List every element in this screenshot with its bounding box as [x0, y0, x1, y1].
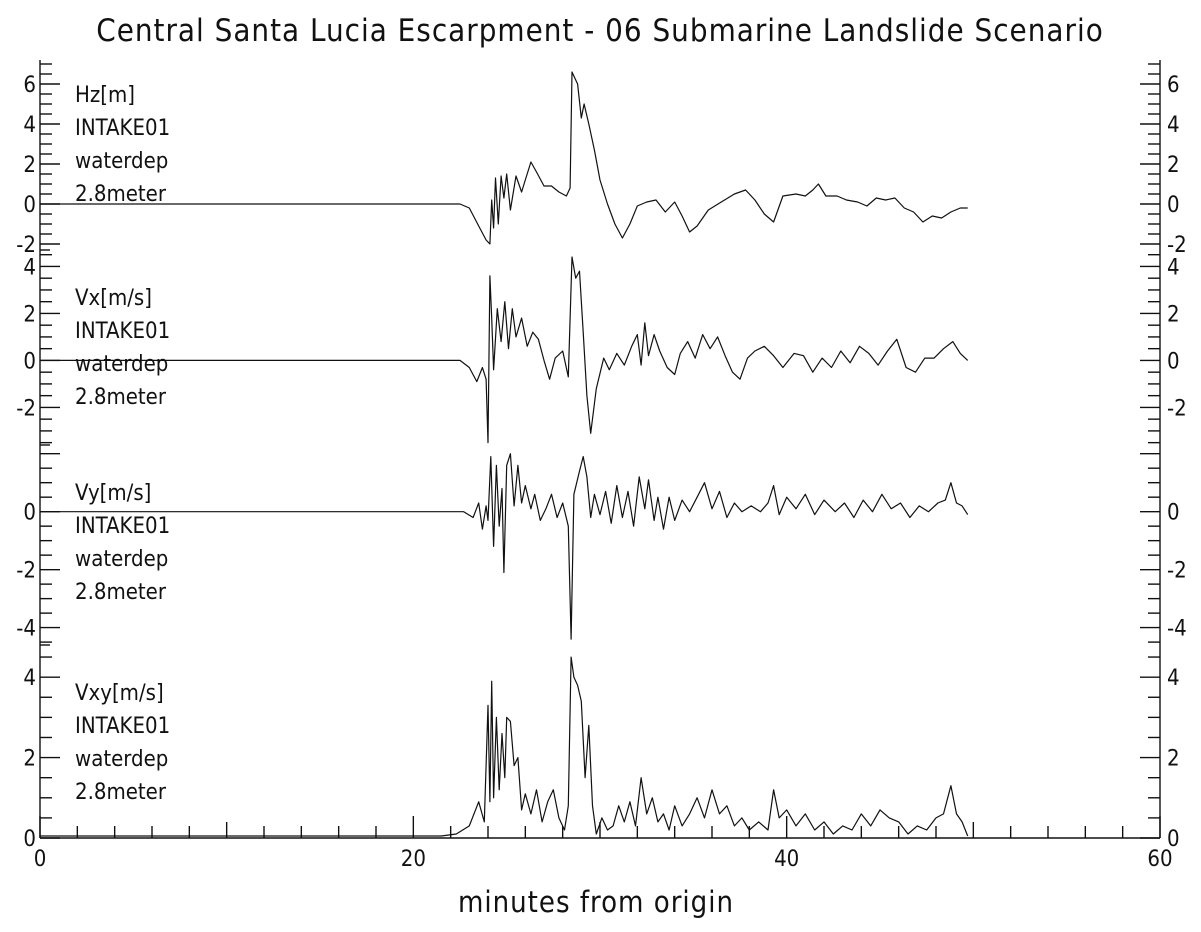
panel-label-line: waterdep: [75, 149, 168, 174]
plot-area: 0 20 40 60-2 -20 02 24 46 6Hz[m]INTAKE01waterdep…: [16, 60, 1187, 872]
y-tick-label: -4: [16, 617, 36, 642]
panel-label-line: Vx[m/s]: [75, 286, 152, 311]
y-tick-label-right: 0: [1167, 501, 1180, 526]
panel-label-line: 2.8meter: [75, 780, 167, 805]
y-tick-label-right: -2: [1167, 233, 1187, 258]
y-tick-label-right: 2: [1167, 302, 1180, 327]
series-trace-1: [40, 71, 968, 245]
y-tick-label: 4: [23, 255, 36, 280]
x-tick-label: 60: [1147, 847, 1172, 872]
panel-label-line: Vy[m/s]: [75, 481, 151, 506]
panel-label-line: Hz[m]: [75, 83, 135, 108]
y-tick-label: 6: [23, 73, 36, 98]
panel-label-line: waterdep: [75, 547, 168, 572]
x-tick-label: 0: [34, 847, 47, 872]
series-trace-4: [40, 656, 969, 837]
y-tick-label: 2: [23, 747, 36, 772]
y-tick-label-right: 0: [1167, 349, 1180, 374]
y-tick-label: 2: [23, 302, 36, 327]
y-tick-label: 0: [23, 349, 36, 374]
series-trace-2: [40, 256, 969, 444]
x-tick-label: 20: [401, 847, 426, 872]
y-tick-label-right: 2: [1167, 747, 1180, 772]
panel-label-line: 2.8meter: [75, 182, 167, 207]
y-tick-label: 0: [23, 827, 36, 852]
panel-label-line: waterdep: [75, 352, 168, 377]
y-tick-label-right: 4: [1167, 113, 1180, 138]
y-tick-label: -2: [16, 559, 36, 584]
y-tick-label-right: -2: [1167, 559, 1187, 584]
panel-label-line: waterdep: [75, 747, 168, 772]
panel-label-line: INTAKE01: [75, 319, 170, 344]
y-tick-label: 0: [23, 501, 36, 526]
y-tick-label-right: 0: [1167, 193, 1180, 218]
chart-title: Central Santa Lucia Escarpment - 06 Subm…: [96, 13, 1104, 49]
y-tick-label: -2: [16, 233, 36, 258]
x-axis-title: minutes from origin: [458, 885, 734, 919]
panel-label-line: INTAKE01: [75, 514, 170, 539]
y-tick-label: 2: [23, 153, 36, 178]
y-tick-label: 0: [23, 193, 36, 218]
y-tick-label-right: 6: [1167, 73, 1180, 98]
y-tick-label-right: -4: [1167, 617, 1187, 642]
y-tick-label-right: 0: [1167, 827, 1180, 852]
series-trace-3: [40, 453, 969, 640]
panel-label-line: Vxy[m/s]: [75, 681, 164, 706]
y-tick-label-right: 4: [1167, 666, 1180, 691]
x-tick-label: 40: [774, 847, 799, 872]
y-tick-label: -2: [16, 396, 36, 421]
panel-label-line: INTAKE01: [75, 714, 170, 739]
y-tick-label: 4: [23, 666, 36, 691]
panel-label-line: INTAKE01: [75, 116, 170, 141]
y-tick-label-right: -2: [1167, 396, 1187, 421]
panel-label-line: 2.8meter: [75, 385, 167, 410]
panel-label-line: 2.8meter: [75, 580, 167, 605]
y-tick-label-right: 2: [1167, 153, 1180, 178]
y-tick-label-right: 4: [1167, 255, 1180, 280]
y-tick-label: 4: [23, 113, 36, 138]
